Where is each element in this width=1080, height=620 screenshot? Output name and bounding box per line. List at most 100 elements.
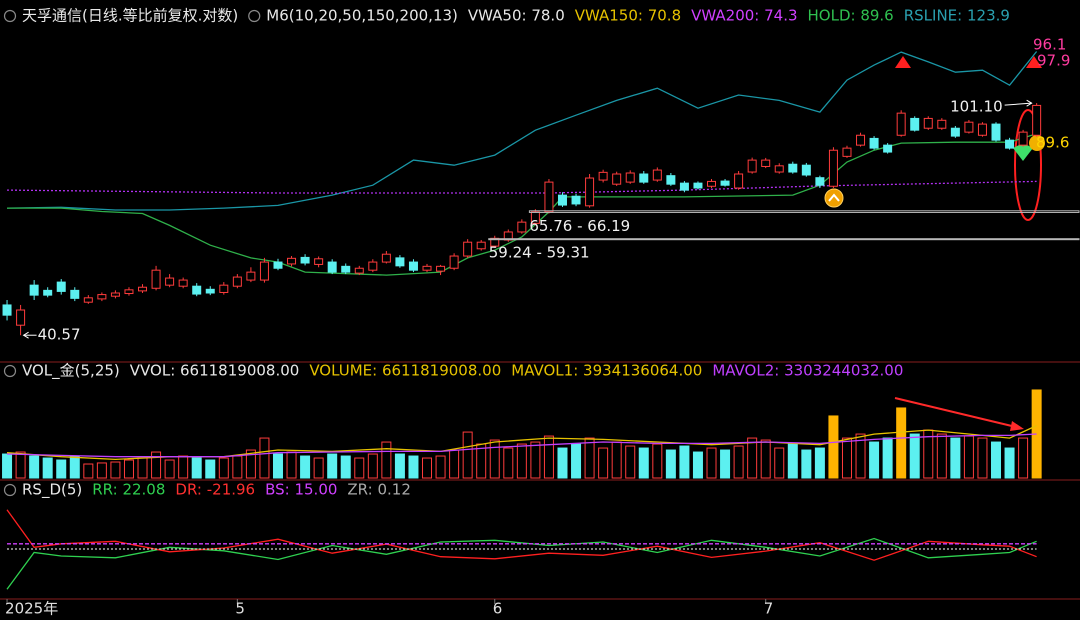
- legend-entry: RR: 22.08: [92, 481, 165, 499]
- volume-bar: [2, 453, 13, 479]
- candle-body: [422, 265, 432, 271]
- candle-body: [463, 241, 473, 257]
- candle-body: [381, 253, 391, 263]
- buy-signal-arrow: [828, 193, 840, 202]
- volume-bar: [733, 445, 744, 479]
- candle-body: [720, 180, 730, 186]
- candle-body: [842, 147, 852, 157]
- volume-bar: [191, 457, 202, 479]
- candle-body: [408, 261, 418, 271]
- volume-bar: [110, 461, 121, 479]
- volume-bar: [692, 451, 703, 479]
- volume-bar: [245, 449, 256, 479]
- legend-entry: MAVOL1: 3934136064.00: [511, 362, 702, 380]
- candle-body: [273, 261, 283, 269]
- candle-body: [517, 221, 527, 233]
- chart-title: 天孚通信(日线.等比前复权.对数): [22, 7, 238, 25]
- candle-body: [625, 172, 635, 183]
- candle-body: [964, 121, 974, 133]
- volume-bar: [340, 455, 351, 479]
- candle-body: [598, 171, 608, 181]
- volume-bar: [151, 451, 162, 479]
- indicator-line: [6, 180, 1037, 194]
- volume-bar: [408, 455, 419, 479]
- candle-body: [56, 281, 66, 292]
- volume-bar: [530, 441, 541, 479]
- candle-body: [1005, 139, 1015, 149]
- candle-body: [910, 117, 920, 131]
- legend-entry: VOLUME: 6611819008.00: [309, 362, 501, 380]
- volume-bar: [584, 437, 595, 479]
- volume-bar: [164, 459, 175, 479]
- candle-body: [856, 134, 866, 146]
- candle-body: [29, 284, 39, 296]
- volume-bar: [909, 433, 920, 479]
- volume-bar: [29, 455, 40, 479]
- volume-bar: [232, 455, 243, 479]
- candle-body: [639, 173, 649, 183]
- highlight-ellipse: [1014, 109, 1042, 221]
- volume-bar: [652, 443, 663, 479]
- volume-bar: [327, 453, 338, 479]
- legend-entry: VWA150: 70.8: [575, 7, 681, 25]
- volume-bar: [801, 449, 812, 479]
- volume-bar: [936, 433, 947, 479]
- chart-title: VOL_金(5,25): [22, 362, 120, 381]
- candle-body: [774, 165, 784, 173]
- high-arrow-head: [1026, 99, 1033, 107]
- candle-body: [124, 289, 134, 295]
- volume-bar: [462, 431, 473, 479]
- candle-body: [327, 261, 337, 273]
- candle-body: [205, 288, 215, 294]
- volume-bar: [611, 441, 622, 479]
- candle-body: [544, 181, 554, 213]
- candle-body: [151, 269, 161, 289]
- side-label: 89.6: [1036, 134, 1069, 152]
- candle-body: [259, 261, 269, 281]
- volume-bar: [557, 447, 568, 479]
- volume-bar: [259, 437, 270, 479]
- buy-signal: [824, 188, 844, 208]
- volume-bar: [1004, 447, 1015, 479]
- volume-bar: [218, 457, 229, 479]
- candle-body: [734, 173, 744, 189]
- high-arrow: [1004, 102, 1032, 106]
- candle-body: [571, 195, 581, 205]
- legend-entry: ZR: 0.12: [347, 481, 410, 499]
- volume-bar: [774, 447, 785, 479]
- volume-bar: [381, 441, 392, 479]
- volume-bar: [178, 455, 189, 479]
- volume-bar: [950, 437, 961, 479]
- candle-body: [896, 112, 906, 136]
- candle-body: [707, 180, 717, 187]
- x-tick-label: 7: [764, 600, 774, 618]
- volume-bar: [354, 457, 365, 479]
- volume-bar: [83, 463, 94, 479]
- volume-bar: [286, 451, 297, 479]
- indicator-line: [6, 509, 1037, 561]
- candle-body: [178, 279, 188, 287]
- volume-bar: [272, 453, 283, 479]
- candle-body: [652, 169, 662, 181]
- support-level: [488, 238, 1080, 241]
- high-label: 101.10: [950, 98, 1003, 116]
- candle-body: [950, 127, 960, 137]
- menu-icon: [3, 364, 17, 378]
- candle-body: [530, 211, 540, 224]
- volume-bar: [828, 415, 839, 479]
- candle-body: [937, 119, 947, 129]
- volume-bar: [42, 457, 53, 479]
- volume-bar: [787, 443, 798, 479]
- diamond-signal: [1013, 143, 1033, 161]
- volume-bar: [313, 457, 324, 479]
- legend-entry: M6(10,20,50,150,200,13): [266, 7, 458, 25]
- menu-icon: [248, 9, 261, 23]
- candle-body: [83, 297, 93, 303]
- volume-bar: [449, 449, 460, 479]
- candle-body: [761, 159, 771, 167]
- legend-entry: VVOL: 6611819008.00: [130, 362, 300, 380]
- candle-body: [923, 117, 933, 129]
- x-tick-label: 5: [235, 600, 245, 618]
- volume-bar: [991, 441, 1002, 479]
- candle-body: [557, 194, 567, 206]
